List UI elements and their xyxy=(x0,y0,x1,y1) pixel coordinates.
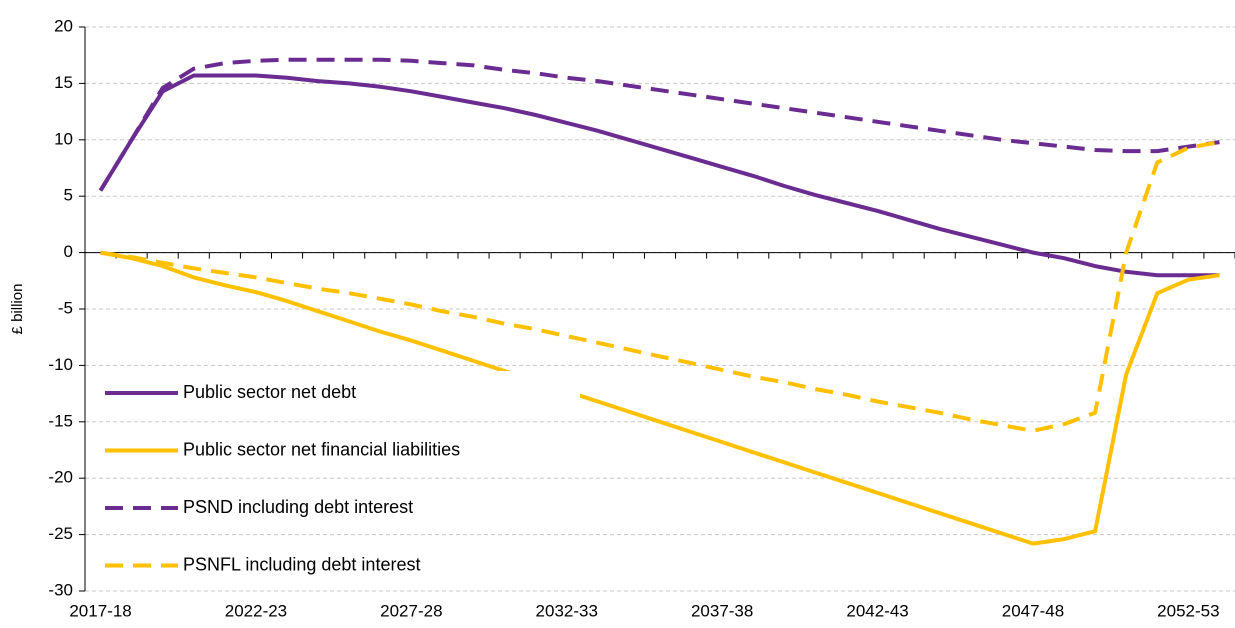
series-line xyxy=(98,57,1220,192)
series-line xyxy=(98,73,1220,278)
y-tick-label: -10 xyxy=(48,355,73,374)
legend-label: PSNFL including debt interest xyxy=(183,554,420,574)
series-line xyxy=(100,250,1220,546)
x-tick-label: 2022-23 xyxy=(225,601,287,620)
x-tick-label: 2017-18 xyxy=(69,601,131,620)
y-tick-label: -5 xyxy=(58,298,73,317)
x-tick-label: 2037-38 xyxy=(691,601,753,620)
x-tick-label: 2042-43 xyxy=(846,601,908,620)
legend-bg xyxy=(100,371,580,415)
y-axis-label: £ billion xyxy=(9,284,26,335)
y-tick-label: 20 xyxy=(54,16,73,35)
legend-label: Public sector net debt xyxy=(183,382,356,402)
legend-bg xyxy=(100,428,580,473)
legend-label: Public sector net financial liabilities xyxy=(183,439,460,459)
y-tick-label: 0 xyxy=(64,242,73,261)
y-tick-label: -25 xyxy=(48,524,73,543)
y-tick-label: 5 xyxy=(64,186,73,205)
series-line xyxy=(100,140,1220,433)
legend-bg xyxy=(100,486,580,530)
x-tick-label: 2027-28 xyxy=(380,601,442,620)
x-tick-label: 2032-33 xyxy=(536,601,598,620)
y-tick-label: 10 xyxy=(54,129,73,148)
legend-bg xyxy=(100,543,580,588)
y-tick-label: -15 xyxy=(48,411,73,430)
y-tick-label: -30 xyxy=(48,580,73,599)
x-tick-label: 2052-53 xyxy=(1157,601,1219,620)
y-tick-label: -20 xyxy=(48,468,73,487)
x-tick-label: 2047-48 xyxy=(1002,601,1064,620)
y-tick-label: 15 xyxy=(54,73,73,92)
legend-label: PSND including debt interest xyxy=(183,497,413,517)
